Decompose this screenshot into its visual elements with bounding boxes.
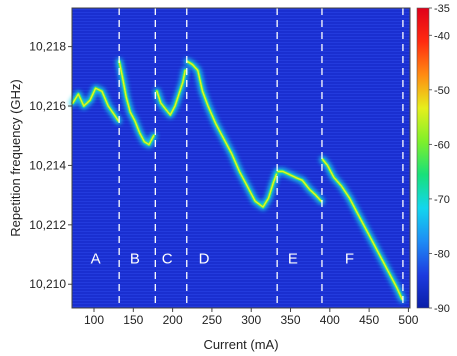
trace-core-2 <box>156 69 186 116</box>
trace-core-1 <box>118 60 155 146</box>
y-tick-label-3: 10,216 <box>29 99 66 113</box>
x-tick-label-200: 200 <box>163 313 183 327</box>
x-tick-label-150: 150 <box>123 313 143 327</box>
region-labels: A B C D E F <box>91 250 354 267</box>
colorbar-tick-label-3: -60 <box>434 139 450 151</box>
x-tick-label-350: 350 <box>281 313 301 327</box>
trace-core-4 <box>277 170 322 202</box>
y-tick-label-4: 10,218 <box>29 40 66 54</box>
x-axis-ticks: 100 150 200 250 300 350 400 450 500 <box>84 308 419 327</box>
x-tick-label-100: 100 <box>84 313 104 327</box>
x-tick-label-500: 500 <box>398 313 418 327</box>
y-tick-label-1: 10,212 <box>29 218 66 232</box>
region-label-a: A <box>91 250 101 267</box>
x-tick-label-450: 450 <box>359 313 379 327</box>
x-tick-label-250: 250 <box>202 313 222 327</box>
region-label-e: E <box>288 250 298 267</box>
colorbar-tick-label-6: -90 <box>434 303 450 315</box>
plot-noise-stripes <box>72 8 410 308</box>
colorbar-tick-label-2: -50 <box>434 85 450 97</box>
y-tick-label-2: 10,214 <box>29 158 66 172</box>
colorbar-tick-label-5: -80 <box>434 248 450 260</box>
region-boundaries <box>118 8 404 308</box>
trace-core-5 <box>322 158 403 300</box>
trace-core-layer <box>71 59 404 301</box>
y-axis-title: Repetition frequency (GHz) <box>8 79 23 237</box>
trace-core-3 <box>186 60 278 208</box>
colorbar-tick-label-1: -40 <box>434 30 450 42</box>
region-label-c: C <box>162 250 173 267</box>
region-label-f: F <box>345 250 354 267</box>
trace-core-0 <box>72 87 120 122</box>
colorbar-ticks: -35 -40 -50 -60 -70 -80 -90 <box>429 3 450 315</box>
region-label-d: D <box>199 250 210 267</box>
plot-frame <box>71 7 411 309</box>
x-axis-title: Current (mA) <box>203 337 278 352</box>
colorbar-tick-label-0: -35 <box>434 3 450 15</box>
colorbar <box>416 7 430 309</box>
x-tick-label-300: 300 <box>241 313 261 327</box>
x-tick-label-400: 400 <box>320 313 340 327</box>
region-label-b: B <box>130 250 140 267</box>
colorbar-tick-label-4: -70 <box>434 194 450 206</box>
y-tick-label-0: 10,210 <box>29 277 66 291</box>
y-axis-ticks: 10,210 10,212 10,214 10,216 10,218 <box>29 40 72 291</box>
